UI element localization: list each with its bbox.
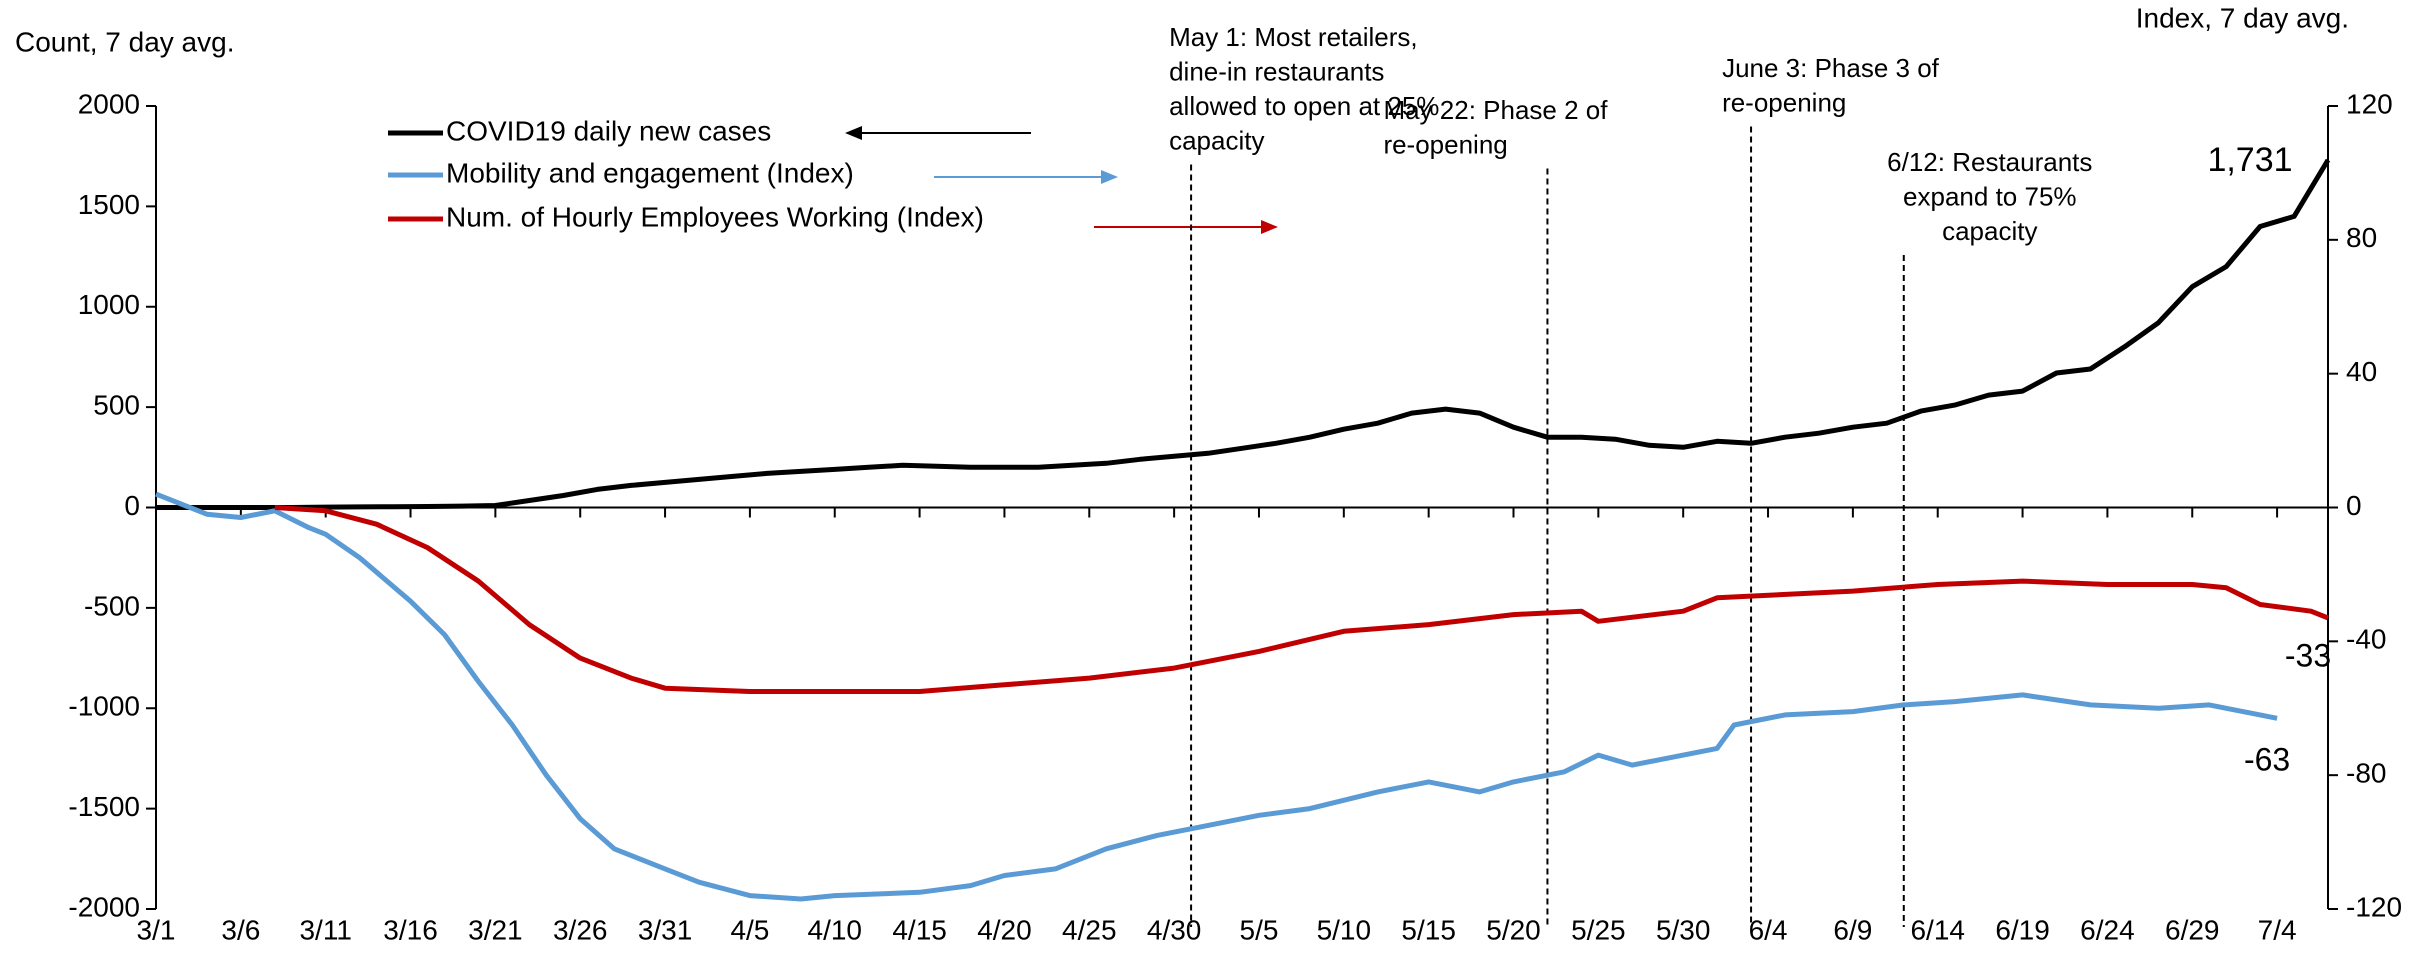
legend-arrowhead [845,126,862,140]
x-tick-label: 3/11 [299,914,351,945]
end-label: -63 [2244,742,2290,778]
legend-label: COVID19 daily new cases [446,115,771,146]
x-tick-label: 4/30 [1147,914,1202,945]
legend-label: Num. of Hourly Employees Working (Index) [446,201,984,232]
x-tick-label: 3/31 [638,914,693,945]
y2-tick-label: 0 [2346,490,2362,521]
annotation-text: capacity [1169,125,1264,155]
y2-tick-label: -40 [2346,624,2386,655]
annotation-text: May 1: Most retailers, [1169,22,1418,52]
y2-tick-label: -120 [2346,891,2402,922]
legend-arrowhead [1261,220,1278,234]
y-tick-label: 1500 [78,189,140,220]
legend-arrowhead [1101,170,1118,184]
x-tick-label: 5/15 [1401,914,1456,945]
y2-tick-label: 120 [2346,88,2393,119]
y2-tick-label: 40 [2346,356,2377,387]
annotation-text: 6/12: Restaurants [1887,147,2092,177]
x-tick-label: 4/15 [892,914,947,945]
annotation-text: expand to 75% [1903,181,2076,211]
annotation-text: capacity [1942,216,2037,246]
x-tick-label: 4/25 [1062,914,1117,945]
annotation-text: allowed to open at 25% [1169,91,1439,121]
annotation-text: May 22: Phase 2 of [1383,95,1608,125]
end-label: -33 [2285,637,2331,673]
x-tick-label: 6/19 [1995,914,2050,945]
x-tick-label: 6/4 [1749,914,1788,945]
x-tick-label: 5/10 [1317,914,1372,945]
x-tick-label: 3/26 [553,914,608,945]
x-tick-label: 5/5 [1240,914,1279,945]
y-tick-label: -1500 [68,791,140,822]
x-tick-label: 7/4 [2258,914,2297,945]
y-tick-label: -500 [84,590,140,621]
x-tick-label: 6/9 [1833,914,1872,945]
x-tick-label: 4/20 [977,914,1032,945]
x-tick-label: 5/20 [1486,914,1541,945]
y-tick-label: 500 [93,390,140,421]
x-tick-label: 3/16 [383,914,438,945]
x-tick-label: 6/29 [2165,914,2220,945]
series-line [274,505,2329,694]
y-tick-label: 2000 [78,88,140,119]
y-tick-label: 1000 [78,289,140,320]
y-tick-label: 0 [124,490,140,521]
series-line [155,491,2278,902]
annotation-text: dine-in restaurants [1169,56,1384,86]
annotation-text: re-opening [1383,129,1507,159]
series-line [156,158,2331,510]
x-tick-label: 3/21 [468,914,523,945]
x-tick-label: 3/1 [137,914,176,945]
y-tick-label: -1000 [68,691,140,722]
x-tick-label: 5/30 [1656,914,1711,945]
x-tick-label: 3/6 [221,914,260,945]
y-tick-label: -2000 [68,891,140,922]
end-label: 1,731 [2207,141,2292,179]
annotation-text: re-opening [1722,87,1846,117]
x-tick-label: 4/10 [808,914,863,945]
x-tick-label: 6/24 [2080,914,2135,945]
x-tick-label: 5/25 [1571,914,1626,945]
y2-tick-label: -80 [2346,758,2386,789]
y2-axis-label: Index, 7 day avg. [2136,2,2349,33]
x-tick-label: 6/14 [1910,914,1965,945]
x-tick-label: 4/5 [730,914,769,945]
legend-label: Mobility and engagement (Index) [446,157,854,188]
y-axis-label: Count, 7 day avg. [15,26,234,57]
y2-tick-label: 80 [2346,222,2377,253]
annotation-text: June 3: Phase 3 of [1722,53,1940,83]
